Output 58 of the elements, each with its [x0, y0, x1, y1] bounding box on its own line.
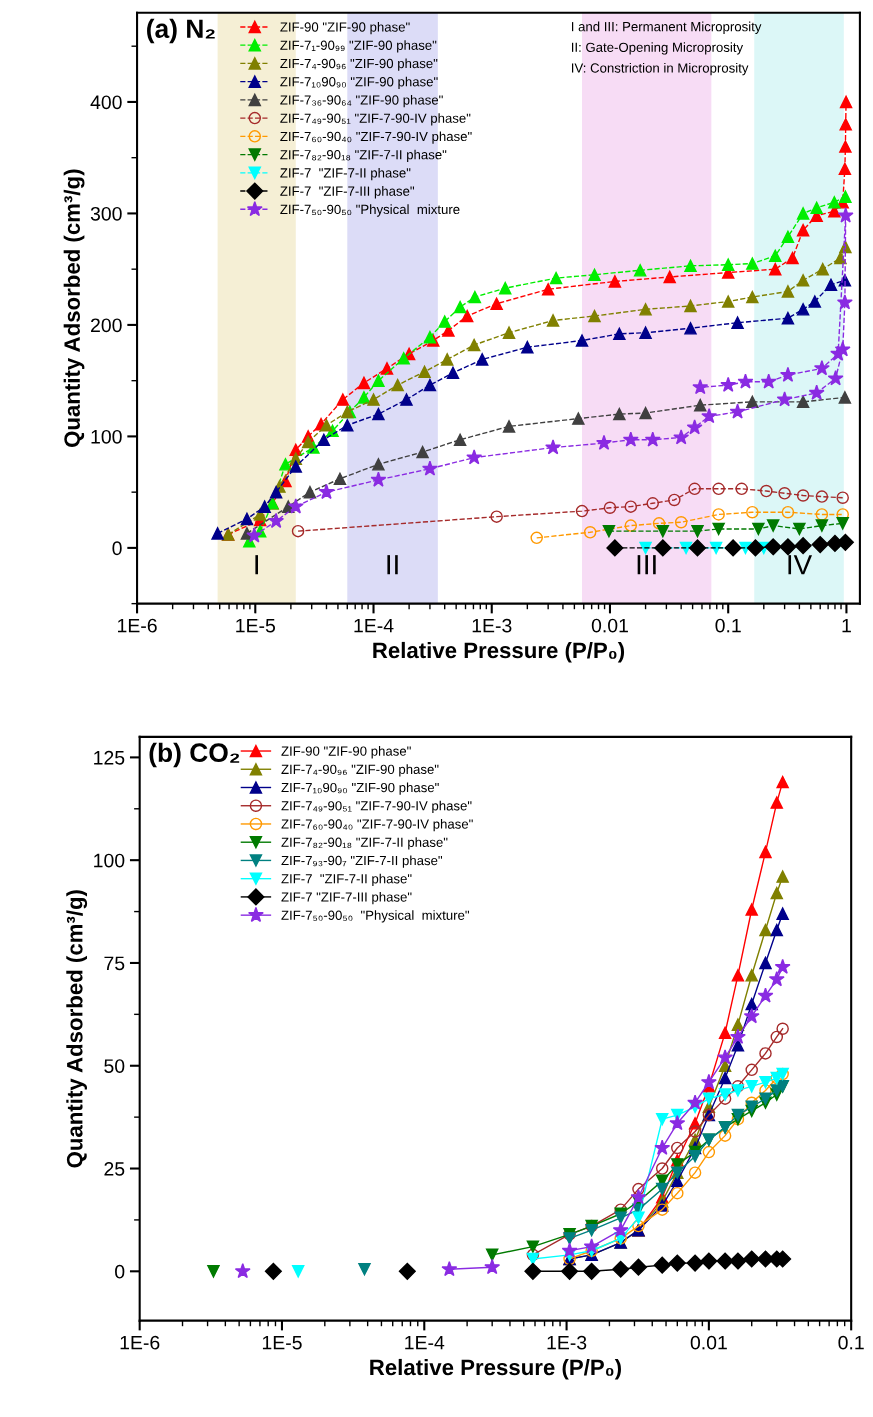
legend-label: ZIF-7₄₉-90₅₁ "ZIF-7-90-IV phase"	[280, 113, 471, 126]
y-tick-label: 100	[94, 853, 125, 868]
annotation: II: Gate-Opening Microprosity	[571, 42, 744, 55]
y-axis-title: Quantity Adsorbed (cm³/g)	[66, 890, 88, 1168]
y-tick-label: 25	[104, 1161, 125, 1176]
x-tick-label: 1E-5	[262, 1335, 302, 1350]
annotation: IV: Constriction in Microprosity	[571, 62, 749, 76]
legend-label: ZIF-7₆₀-90₄₀ "ZIF-7-90-IV phase"	[280, 131, 472, 144]
legend-label: ZIF-90 "ZIF-90 phase"	[281, 746, 411, 759]
legend-label: ZIF-7₆₀-90₄₀ "ZIF-7-90-IV phase"	[281, 819, 473, 832]
y-tick-label: 400	[90, 95, 122, 110]
x-tick-label: 0.01	[591, 618, 628, 633]
legend-label: ZIF-7₄₉-90₅₁ "ZIF-7-90-IV phase"	[281, 800, 472, 814]
legend-label: ZIF-7₁₀90₉₀ "ZIF-90 phase"	[280, 76, 438, 89]
y-tick-label: 0	[115, 1264, 125, 1279]
chart-title: (b) CO₂	[149, 742, 240, 768]
x-axis-title: Relative Pressure (P/P₀)	[373, 641, 625, 663]
x-tick-label: 1E-5	[236, 618, 276, 633]
x-tick-label: 0.1	[838, 1335, 864, 1350]
legend-label: ZIF-7₄-90₉₆ "ZIF-90 phase"	[280, 58, 438, 71]
x-tick-label: 0.01	[690, 1335, 727, 1350]
legend-label: ZIF-7₁-90₉₉ "ZIF-90 phase"	[280, 40, 437, 53]
band-label: III	[637, 555, 656, 575]
x-axis-title: Relative Pressure (P/P₀)	[370, 1358, 621, 1380]
y-tick-label: 300	[90, 206, 122, 221]
legend-label: ZIF-7 "ZIF-7-II phase"	[281, 873, 412, 887]
band-label: I	[255, 555, 258, 575]
y-tick-label: 75	[104, 956, 125, 971]
x-tick-label: 1E-6	[120, 1335, 160, 1350]
y-tick-label: 200	[91, 318, 122, 333]
x-tick-label: 1E-3	[472, 618, 512, 633]
legend-label: ZIF-7 "ZIF-7-III phase"	[281, 891, 412, 905]
legend-label: ZIF-7 "ZIF-7-III phase"	[280, 186, 415, 199]
x-tick-label: 1	[842, 618, 851, 633]
annotation: I and III: Permanent Microprosity	[571, 21, 762, 34]
x-tick-label: 0.1	[715, 618, 741, 633]
x-tick-label: 1E-3	[547, 1335, 587, 1350]
chart-title: (a) N₂	[147, 18, 215, 44]
legend-label: ZIF-7₈₂-90₁₈ "ZIF-7-II phase"	[280, 149, 447, 162]
x-tick-label: 1E-6	[118, 618, 157, 633]
y-tick-label: 100	[91, 429, 122, 444]
y-tick-label: 50	[104, 1059, 125, 1073]
legend-label: ZIF-7₅₀-90₅₀ "Physical mixture	[280, 204, 460, 217]
legend-label: ZIF-7₄-90₉₆ "ZIF-90 phase"	[281, 764, 439, 777]
y-tick-label: 0	[112, 541, 122, 556]
legend-label: ZIF-7₃₆-90₆₄ "ZIF-90 phase"	[280, 94, 443, 108]
y-axis-title: Quantity Adsorbed (cm³/g)	[63, 169, 85, 447]
legend-label: ZIF-7₈₂-90₁₈ "ZIF-7-II phase"	[281, 837, 448, 850]
legend-label: ZIF-7 "ZIF-7-II phase"	[280, 167, 411, 181]
legend-label: ZIF-7₁₀90₉₀ "ZIF-90 phase"	[281, 782, 439, 795]
legend-label: ZIF-7₉₃-90₇ "ZIF-7-II phase"	[281, 855, 443, 868]
x-tick-label: 1E-4	[354, 618, 394, 633]
x-tick-label: 1E-4	[405, 1335, 445, 1350]
band-label: IV	[788, 555, 813, 575]
legend-label: ZIF-90 "ZIF-90 phase"	[280, 21, 410, 35]
band-label: II	[387, 555, 398, 575]
y-tick-label: 125	[94, 750, 125, 765]
legend-label: ZIF-7₅₀-90₅₀ "Physical mixture"	[281, 910, 470, 923]
